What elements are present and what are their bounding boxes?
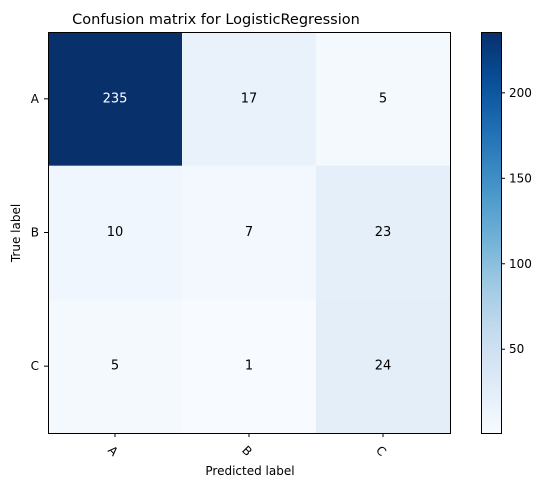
- colorbar-gradient: [481, 33, 501, 433]
- heatmap-cells: [48, 32, 451, 434]
- x-tick-label: C: [373, 443, 389, 459]
- heatmap-cell: [48, 165, 183, 300]
- cell-value-label: 5: [379, 91, 387, 106]
- heatmap-cell: [182, 165, 317, 300]
- cell-value-label: 10: [107, 225, 124, 240]
- cell-value-label: 17: [241, 91, 258, 106]
- x-axis-label: Predicted label: [205, 464, 294, 478]
- cell-value-label: 5: [111, 359, 119, 374]
- cell-labels: 235 17 510 7 235 1 24: [103, 91, 392, 373]
- colorbar-frame: [481, 32, 502, 434]
- x-tick-label: B: [239, 443, 255, 459]
- chart-title: Confusion matrix for LogisticRegression: [72, 12, 360, 28]
- heatmap-cell: [182, 299, 317, 434]
- y-axis-ticks: A B C: [31, 92, 48, 373]
- cell-value-label: 7: [245, 225, 253, 240]
- colorbar-tick-label: 200: [509, 86, 532, 100]
- colorbar-tick-label: 100: [509, 257, 532, 271]
- heatmap-cell: [316, 32, 451, 167]
- cell-value-label: 24: [375, 359, 392, 374]
- heatmap-cell: [316, 165, 451, 300]
- y-tick-label: B: [31, 226, 39, 240]
- y-tick-label: C: [31, 359, 39, 373]
- y-tick-label: A: [31, 92, 40, 106]
- x-axis-ticks: A B C: [105, 433, 389, 459]
- x-tick-label: A: [105, 443, 121, 459]
- cell-value-label: 23: [375, 225, 392, 240]
- cell-value-label: 1: [245, 359, 253, 374]
- colorbar: 50 100 150 200: [481, 32, 532, 434]
- cell-value-label: 235: [103, 91, 128, 106]
- heatmap-cell: [48, 299, 183, 434]
- heatmap-cell: [182, 32, 317, 167]
- heatmap-cell: [316, 299, 451, 434]
- colorbar-ticks: 50 100 150 200: [501, 86, 532, 356]
- colorbar-tick-label: 150: [509, 171, 532, 185]
- y-axis-label: True label: [9, 204, 23, 263]
- colorbar-tick-label: 50: [509, 342, 524, 356]
- heatmap-cell: [48, 32, 183, 167]
